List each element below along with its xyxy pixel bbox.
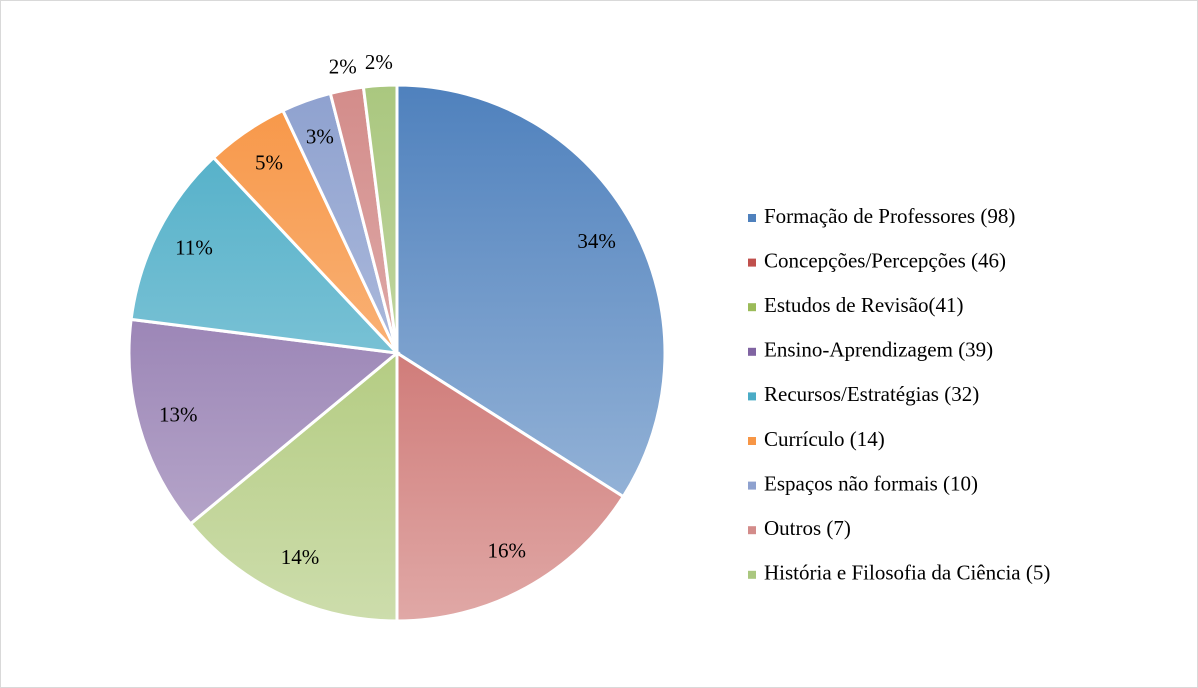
data-label: 3% xyxy=(306,124,334,148)
pie-slice xyxy=(129,155,401,356)
legend-label: Currículo (14) xyxy=(764,427,885,451)
data-label: 11% xyxy=(175,235,213,259)
legend-swatch xyxy=(748,347,756,356)
legend-swatch xyxy=(748,570,756,579)
legend-label: História e Filosofia da Ciência (5) xyxy=(764,561,1050,585)
data-label: 2% xyxy=(365,50,393,74)
legend-label: Recursos/Estratégias (32) xyxy=(764,382,979,406)
legend-swatch xyxy=(748,303,756,312)
data-label: 2% xyxy=(329,54,357,78)
pie-slice xyxy=(127,317,401,526)
legend-swatch xyxy=(748,481,756,490)
pie-slice xyxy=(361,83,399,354)
legend-label: Outros (7) xyxy=(764,516,851,540)
legend-label: Concepções/Percepções (46) xyxy=(764,248,1006,272)
pie-slice xyxy=(395,350,626,623)
legend-swatch xyxy=(748,526,756,535)
legend-label: Estudos de Revisão(41) xyxy=(764,293,963,317)
pie-slice xyxy=(188,349,399,623)
pie-slice xyxy=(395,83,667,499)
legend-label: Ensino-Aprendizagem (39) xyxy=(764,338,993,362)
legend-label: Formação de Professores (98) xyxy=(764,204,1015,228)
data-label: 5% xyxy=(255,150,283,174)
legend-swatch xyxy=(748,392,756,401)
data-label: 16% xyxy=(487,538,526,562)
data-label: 34% xyxy=(577,229,616,253)
data-label: 13% xyxy=(159,402,198,426)
legend-swatch xyxy=(748,214,756,222)
legend-swatch xyxy=(748,437,756,445)
legend-swatch xyxy=(748,258,756,267)
legend-label: Espaços não formais (10) xyxy=(764,471,978,495)
data-label: 14% xyxy=(281,545,320,569)
